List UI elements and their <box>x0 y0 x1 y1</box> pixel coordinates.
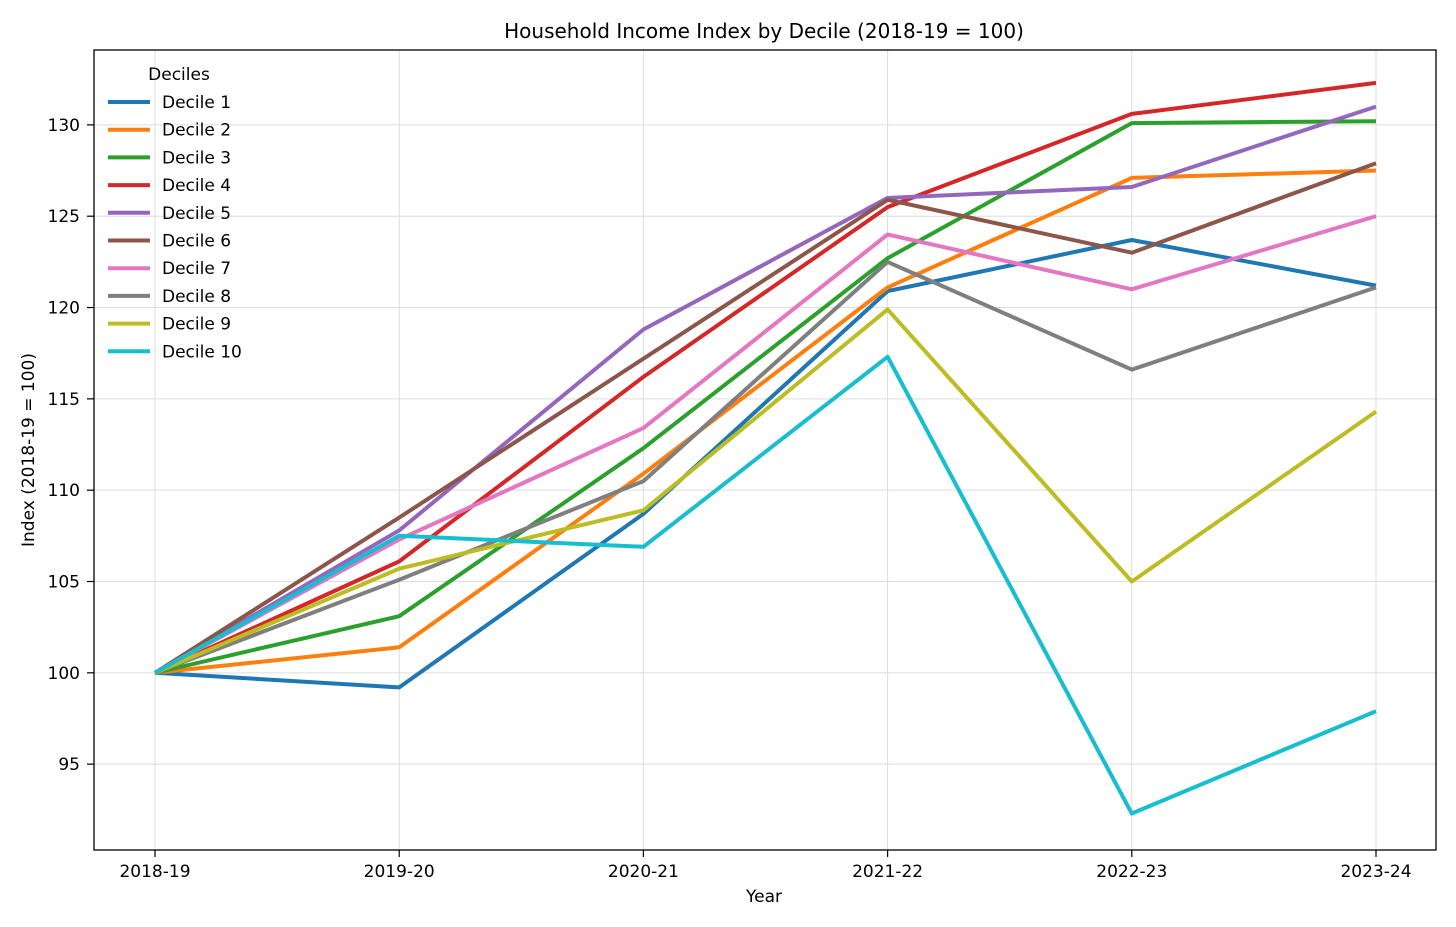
plot-area-frame <box>93 49 1437 851</box>
series-line-decile-9 <box>154 307 1378 675</box>
y-tick-label: 105 <box>48 573 80 593</box>
x-axis: 2018-19 2019-20 2020-21 2021-22 2022-23 2023-… <box>119 850 1412 882</box>
legend-label: Decile 6 <box>162 232 231 252</box>
series-line-decile-1 <box>154 238 1377 690</box>
y-tick-label: 125 <box>48 207 80 227</box>
legend: Deciles Decile 1 Decile 2 Decile 3 Decile 4… <box>108 65 242 362</box>
chart-title: Household Income Index by Decile (2018-1… <box>504 19 1024 43</box>
series-line-decile-5 <box>153 104 1377 675</box>
y-axis: 95 100 105 110 115 120 125 130 <box>48 116 94 775</box>
series-line-decile-3 <box>154 119 1377 675</box>
series-line-decile-2 <box>154 168 1377 675</box>
x-tick-label: 2022-23 <box>1096 862 1167 882</box>
y-tick-label: 100 <box>48 664 80 684</box>
x-tick-label: 2020-21 <box>608 862 679 882</box>
series-line-decile-4 <box>154 80 1377 675</box>
legend-label: Decile 2 <box>162 121 231 141</box>
x-axis-label: Year <box>745 887 782 907</box>
series-line-decile-7 <box>154 214 1377 675</box>
legend-label: Decile 4 <box>162 176 231 196</box>
x-tick-label: 2021-22 <box>852 862 923 882</box>
x-tick-label: 2019-20 <box>364 862 435 882</box>
y-tick-label: 130 <box>48 116 80 136</box>
series-lines <box>153 80 1378 816</box>
legend-label: Decile 7 <box>162 259 231 279</box>
y-tick-label: 120 <box>48 299 80 319</box>
x-tick-label: 2023-24 <box>1340 862 1411 882</box>
y-axis-label: Index (2018-19 = 100) <box>19 353 39 547</box>
y-tick-label: 110 <box>48 481 80 501</box>
legend-label: Decile 9 <box>162 315 231 335</box>
y-tick-label: 115 <box>48 390 80 410</box>
y-tick-label: 95 <box>58 755 80 775</box>
series-line-decile-6 <box>153 161 1377 675</box>
series-line-decile-8 <box>154 259 1377 675</box>
series-line-decile-10 <box>154 354 1377 816</box>
legend-label: Decile 3 <box>162 148 231 168</box>
legend-label: Decile 8 <box>162 287 231 307</box>
x-tick-label: 2018-19 <box>119 862 190 882</box>
legend-title: Deciles <box>148 65 210 85</box>
legend-label: Decile 10 <box>162 342 242 362</box>
legend-label: Decile 5 <box>162 204 231 224</box>
legend-label: Decile 1 <box>162 93 231 113</box>
